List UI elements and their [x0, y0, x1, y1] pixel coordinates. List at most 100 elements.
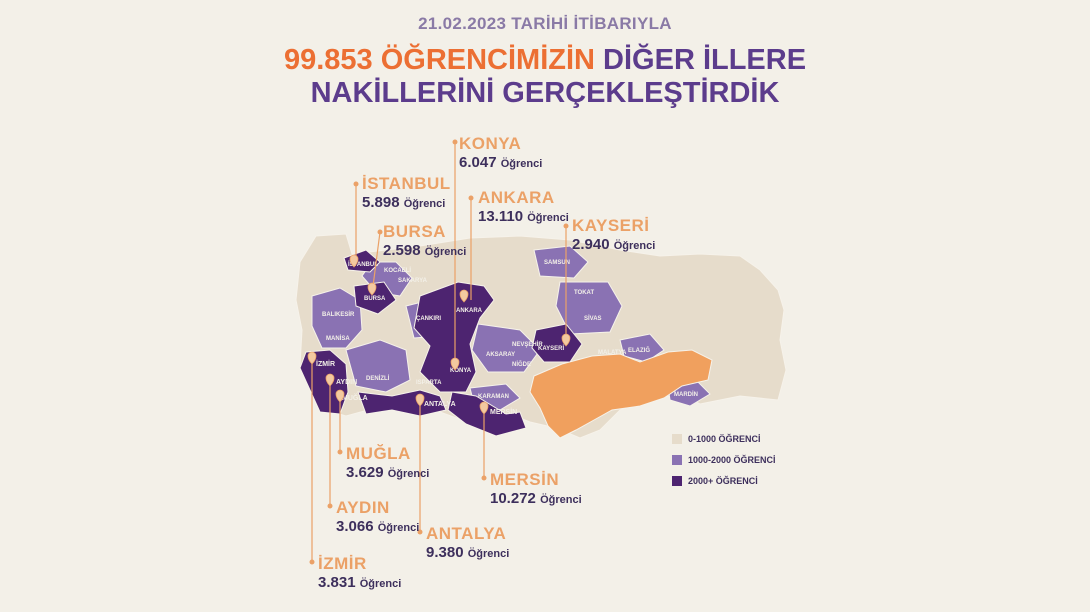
headline-number: 99.853	[283, 44, 373, 76]
headline: 99.853 ÖĞRENCİMİZİN DİĞER İLLERE NAKİLLE…	[0, 44, 1090, 110]
callout-count: 3.629 Öğrenci	[346, 464, 430, 481]
legend-swatch	[672, 475, 682, 486]
region-earthquake-zone	[529, 349, 713, 439]
leader-dot-istanbul	[353, 181, 359, 187]
region-bursa-high	[353, 281, 397, 315]
headline-part1: ÖĞRENCİMİZİN	[380, 44, 595, 76]
legend-item: 1000-2000 ÖĞRENCİ	[672, 449, 776, 470]
callout-mugla: MUĞLA 3.629 Öğrenci	[346, 444, 429, 483]
legend-swatch	[672, 454, 682, 465]
callout-bursa: BURSA 2.598 Öğrenci	[383, 222, 466, 261]
map-pin-icon	[367, 282, 377, 296]
map-label-elazig: ELAZIĞ	[628, 346, 650, 354]
legend-item: 0-1000 ÖĞRENCİ	[672, 428, 776, 449]
legend-label: 0-1000 ÖĞRENCİ	[688, 433, 761, 444]
map-label-cankiri: ÇANKIRI	[416, 316, 441, 322]
callout-count: 2.940 Öğrenci	[572, 236, 656, 253]
map-label-istanbul: İSTANBUL	[348, 261, 378, 268]
header: 21.02.2023 TARİHİ İTİBARIYLA 99.853 ÖĞRE…	[0, 14, 1090, 110]
region-cappadocia-mid	[471, 323, 541, 373]
leader-dot-izmir	[309, 559, 315, 565]
map-label-konya: KONYA	[450, 368, 472, 374]
legend-label: 2000+ ÖĞRENCİ	[688, 475, 758, 486]
callout-city: AYDIN	[336, 498, 390, 517]
callout-izmir: İZMİR 3.831 Öğrenci	[318, 554, 401, 593]
map-label-manisa: MANİSA	[326, 335, 350, 342]
leader-dot-mersin	[481, 475, 487, 481]
map-pin-icon	[349, 254, 359, 268]
leader-dot-ankara	[468, 195, 474, 201]
map-label-ankara: ANKARA	[456, 308, 483, 314]
map-pin-icon	[335, 389, 345, 403]
map-label-isparta: ISPARTA	[416, 380, 442, 386]
region-east-mid	[619, 333, 665, 363]
map-label-tokat: TOKAT	[574, 290, 594, 296]
map-label-antalya: ANTALYA	[424, 401, 456, 408]
map-label-mardin: MARDİN	[674, 391, 698, 398]
map-pin-icon	[325, 373, 335, 387]
headline-part2: DİĞER İLLERE	[603, 44, 807, 76]
callout-aydin: AYDIN 3.066 Öğrenci	[336, 498, 419, 537]
map-label-nevsehir: NEVŞEHİR	[512, 341, 543, 348]
region-ankara-konya-high	[413, 281, 495, 393]
callout-city: KAYSERİ	[572, 216, 650, 235]
map-label-karaman: KARAMAN	[478, 394, 509, 400]
callout-city: İZMİR	[318, 554, 367, 573]
callout-antalya: ANTALYA 9.380 Öğrenci	[426, 524, 509, 563]
leader-dot-antalya	[417, 529, 423, 535]
map-label-aydin: AYDIN	[336, 379, 357, 386]
map-label-aksaray: AKSARAY	[486, 352, 515, 358]
legend-swatch	[672, 433, 682, 444]
callout-count: 3.066 Öğrenci	[336, 518, 420, 535]
region-samsun-mid	[533, 245, 589, 279]
map-label-nigde: NİĞDE	[512, 360, 531, 368]
map-label-malatya: MALATYA	[598, 350, 627, 356]
leader-dot-konya	[452, 139, 458, 145]
callout-count: 13.110 Öğrenci	[478, 208, 569, 225]
legend-label: 1000-2000 ÖĞRENCİ	[688, 454, 776, 465]
callout-kayseri: KAYSERİ 2.940 Öğrenci	[572, 216, 655, 255]
map-pin-icon	[415, 393, 425, 407]
map-label-izmir: İZMİR	[316, 360, 335, 368]
callout-mersin: MERSİN 10.272 Öğrenci	[490, 470, 582, 509]
callout-count: 6.047 Öğrenci	[459, 154, 543, 171]
callout-count: 3.831 Öğrenci	[318, 574, 402, 591]
headline-line2: NAKİLLERİNİ GERÇEKLEŞTİRDİK	[310, 77, 780, 109]
legend: 0-1000 ÖĞRENCİ 1000-2000 ÖĞRENCİ 2000+ Ö…	[672, 428, 776, 491]
region-mersin-high	[447, 391, 527, 437]
map-pin-icon	[450, 357, 460, 371]
callout-count: 5.898 Öğrenci	[362, 194, 446, 211]
region-inner-aegean-mid	[345, 339, 411, 393]
callout-city: ANKARA	[478, 188, 555, 207]
map-label-mersin: MERSİN	[490, 408, 517, 416]
callout-count: 10.272 Öğrenci	[490, 490, 582, 507]
date-line: 21.02.2023 TARİHİ İTİBARIYLA	[418, 14, 672, 33]
map-label-bursa: BURSA	[364, 296, 386, 302]
map-label-sakarya: SAKARYA	[398, 278, 428, 284]
callout-city: KONYA	[459, 134, 522, 153]
map-label-balikesir: BALIKESİR	[322, 311, 355, 318]
map-label-kayseri: KAYSERİ	[538, 345, 564, 352]
callout-konya: KONYA 6.047 Öğrenci	[459, 134, 542, 173]
map-pin-icon	[459, 289, 469, 303]
leader-dot-mugla	[337, 449, 343, 455]
map-label-sivas: SİVAS	[584, 315, 602, 322]
callout-ankara: ANKARA 13.110 Öğrenci	[478, 188, 569, 227]
callout-city: MERSİN	[490, 470, 560, 489]
region-aegean-mid	[311, 287, 363, 349]
map-label-mugla: MUĞLA	[342, 393, 368, 402]
callout-city: İSTANBUL	[362, 174, 451, 193]
map-label-samsun: SAMSUN	[544, 260, 570, 266]
callout-istanbul: İSTANBUL 5.898 Öğrenci	[362, 174, 451, 213]
map-pin-icon	[479, 401, 489, 415]
leader-dot-aydin	[327, 503, 333, 509]
leader-dot-kayseri	[563, 223, 569, 229]
region-sivas-mid	[555, 281, 623, 335]
leader-dot-bursa	[377, 229, 383, 235]
callout-count: 2.598 Öğrenci	[383, 242, 467, 259]
callout-city: ANTALYA	[426, 524, 507, 543]
map-label-kocaeli: KOCAELİ	[384, 267, 411, 274]
callout-city: MUĞLA	[346, 444, 411, 463]
map-label-denizli: DENİZLİ	[366, 375, 390, 382]
